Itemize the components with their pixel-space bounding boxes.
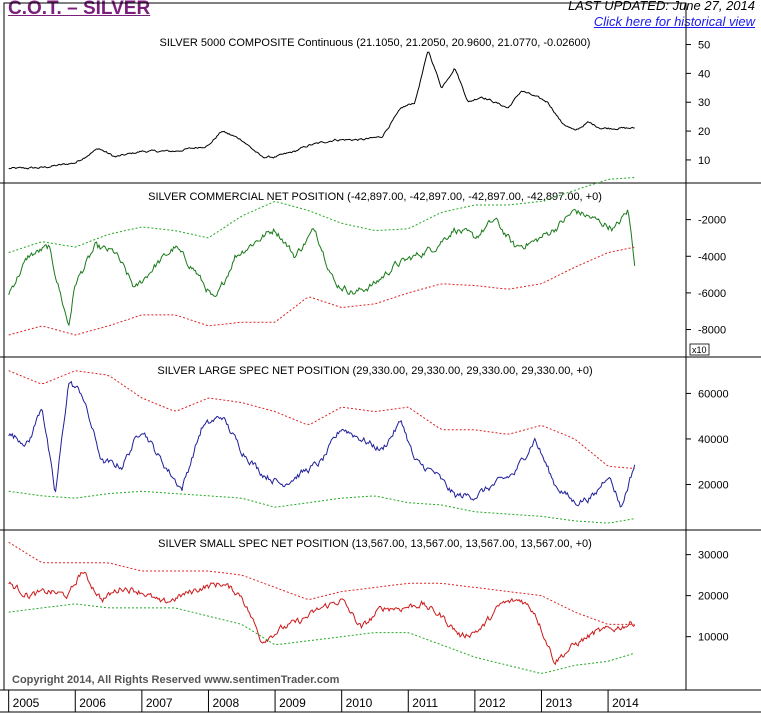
x-tick-label: 2011 xyxy=(412,696,438,710)
chart-frame xyxy=(3,2,687,691)
series-net xyxy=(8,208,636,327)
y-tick-label: -2000 xyxy=(698,215,726,227)
series-upper-band xyxy=(8,541,635,625)
y-tick-label: 50 xyxy=(698,40,710,52)
y-tick-label: 30000 xyxy=(698,550,729,562)
y-tick-label: 60000 xyxy=(698,388,729,400)
y-tick-label: -4000 xyxy=(698,251,726,263)
y-tick-label: -8000 xyxy=(698,325,726,337)
x-tick-label: 2005 xyxy=(13,696,40,710)
series-net xyxy=(8,571,636,666)
y-tick-label: 10 xyxy=(698,155,710,167)
scale-box xyxy=(689,343,710,356)
x-tick-label: 2013 xyxy=(545,696,572,710)
series-price xyxy=(8,51,635,170)
series-net xyxy=(8,380,636,508)
panel-title: SILVER SMALL SPEC NET POSITION (13,567.0… xyxy=(158,538,592,550)
series-upper-band xyxy=(8,177,635,254)
x-tick-label: 2006 xyxy=(79,696,106,710)
x-tick-label: 2008 xyxy=(212,696,239,710)
series-lower-band xyxy=(8,490,635,524)
scale-label: x10 xyxy=(692,345,707,355)
page-title: C.O.T. – SILVER xyxy=(8,0,151,19)
y-tick-label: 40 xyxy=(698,68,710,80)
x-tick-label: 2007 xyxy=(146,696,173,710)
y-tick-label: 20 xyxy=(698,126,710,138)
x-tick-label: 2014 xyxy=(612,696,639,710)
x-tick-label: 2012 xyxy=(479,696,506,710)
y-tick-label: 20000 xyxy=(698,479,729,491)
copyright-text: Copyright 2014, All Rights Reserved www.… xyxy=(12,674,340,686)
chart-panel-1: SILVER 5000 COMPOSITE Continuous (21.105… xyxy=(8,37,710,170)
chart-panel-2: SILVER COMMERCIAL NET POSITION (-42,897.… xyxy=(0,177,761,356)
panel-title: SILVER 5000 COMPOSITE Continuous (21.105… xyxy=(160,37,591,49)
panel-title: SILVER LARGE SPEC NET POSITION (29,330.0… xyxy=(157,365,592,377)
chart-panel-3: SILVER LARGE SPEC NET POSITION (29,330.0… xyxy=(0,356,761,524)
series-lower-band xyxy=(8,246,635,336)
chart-panel-4: SILVER SMALL SPEC NET POSITION (13,567.0… xyxy=(0,529,761,674)
x-tick-label: 2009 xyxy=(279,696,306,710)
historical-view-link[interactable]: Click here for historical view xyxy=(593,14,755,29)
y-tick-label: 20000 xyxy=(698,591,729,603)
series-lower-band xyxy=(8,603,635,674)
panel-title: SILVER COMMERCIAL NET POSITION (-42,897.… xyxy=(148,191,602,203)
y-tick-label: -6000 xyxy=(698,288,726,300)
y-tick-label: 30 xyxy=(698,97,710,109)
y-tick-label: 10000 xyxy=(698,632,729,644)
x-tick-label: 2010 xyxy=(346,696,373,710)
y-tick-label: 40000 xyxy=(698,434,729,446)
